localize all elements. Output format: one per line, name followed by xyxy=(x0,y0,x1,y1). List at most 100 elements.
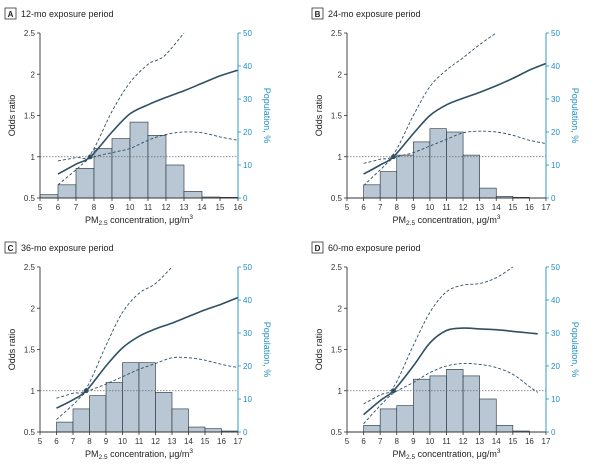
histogram-bar xyxy=(363,425,381,433)
x-tick-label: 11 xyxy=(135,437,144,446)
y-tick-label: 2.5 xyxy=(24,29,36,38)
x-tick-label: 13 xyxy=(475,437,484,446)
x-tick-label: 5 xyxy=(345,203,350,212)
panel-label: A xyxy=(8,10,14,19)
y-tick-label: 2 xyxy=(31,304,36,313)
y-tick-label: 2.5 xyxy=(331,263,343,272)
x-axis-label: PM2.5 concentration, μg/m3 xyxy=(85,214,193,227)
histogram-bar xyxy=(413,378,431,433)
y-right-tick-label: 50 xyxy=(551,29,560,38)
ci-upper-line xyxy=(363,266,514,405)
x-tick-label: 5 xyxy=(38,437,43,446)
x-tick-label: 9 xyxy=(110,203,115,212)
histogram-bar xyxy=(413,141,431,199)
panel-label: C xyxy=(8,244,14,253)
estimate-curve xyxy=(57,69,239,175)
y-tick-label: 1 xyxy=(31,387,36,396)
histogram-bar xyxy=(39,194,59,199)
x-tick-label: 11 xyxy=(144,203,153,212)
y-right-tick-label: 50 xyxy=(243,263,252,272)
panel-label-box xyxy=(4,241,17,254)
x-tick-label: 14 xyxy=(492,437,501,446)
x-axis-label: PM2.5 concentration, μg/m3 xyxy=(393,214,501,227)
y-right-tick-label: 0 xyxy=(551,194,556,203)
panel-label: D xyxy=(315,244,321,253)
x-tick-label: 14 xyxy=(184,437,193,446)
y-right-tick-label: 50 xyxy=(551,263,560,272)
y-tick-label: 1.5 xyxy=(331,112,343,121)
histogram-bar xyxy=(75,168,95,199)
histogram-bar xyxy=(171,408,189,433)
panel-label-box xyxy=(311,241,324,254)
histogram-bar xyxy=(479,187,497,199)
histogram-bar xyxy=(155,392,173,433)
y-axis-label: Odds ratio xyxy=(7,329,17,371)
x-tick-label: 17 xyxy=(542,203,551,212)
y-tick-label: 1.5 xyxy=(331,346,343,355)
x-tick-label: 9 xyxy=(104,437,109,446)
y-right-tick-label: 30 xyxy=(243,329,252,338)
x-tick-label: 5 xyxy=(38,203,43,212)
x-tick-label: 16 xyxy=(217,437,226,446)
histogram-bar xyxy=(57,184,77,199)
y-right-tick-label: 10 xyxy=(243,395,252,404)
y-right-tick-label: 30 xyxy=(551,95,560,104)
y-tick-label: 2.5 xyxy=(24,263,36,272)
y-right-tick-label: 20 xyxy=(551,128,560,137)
x-tick-label: 8 xyxy=(87,437,92,446)
x-tick-label: 15 xyxy=(508,437,517,446)
y-right-tick-label: 30 xyxy=(551,329,560,338)
y-right-tick-label: 20 xyxy=(243,362,252,371)
x-tick-label: 16 xyxy=(234,203,243,212)
y-tick-label: 2 xyxy=(31,70,36,79)
ci-lower-line xyxy=(56,356,239,420)
x-tick-label: 7 xyxy=(378,203,383,212)
x-tick-label: 12 xyxy=(162,203,171,212)
ci-upper-line xyxy=(363,32,497,164)
x-tick-label: 12 xyxy=(151,437,160,446)
ci-lower-line xyxy=(363,130,547,186)
x-tick-label: 15 xyxy=(508,203,517,212)
y-right-tick-label: 40 xyxy=(551,296,560,305)
reference-point xyxy=(391,154,396,160)
histogram-bar xyxy=(446,368,464,433)
y-axis-label: Odds ratio xyxy=(314,329,324,371)
x-tick-label: 11 xyxy=(442,203,451,212)
y-right-tick-label: 20 xyxy=(551,362,560,371)
panel-label-box xyxy=(4,7,17,20)
x-tick-label: 15 xyxy=(216,203,225,212)
reference-point xyxy=(391,388,396,394)
y-tick-label: 1.5 xyxy=(24,112,36,121)
x-tick-label: 6 xyxy=(54,437,59,446)
y-tick-label: 0.5 xyxy=(24,428,36,437)
x-tick-label: 13 xyxy=(168,437,177,446)
histogram-bar xyxy=(129,121,149,199)
histogram-bar xyxy=(396,405,414,433)
histogram-bar xyxy=(147,135,167,199)
x-tick-label: 16 xyxy=(525,203,534,212)
x-tick-label: 8 xyxy=(395,203,400,212)
y-tick-label: 0.5 xyxy=(24,194,36,203)
histogram-bar xyxy=(495,425,514,433)
histogram-bar xyxy=(105,382,123,433)
ci-lower-line xyxy=(57,131,239,186)
histogram-bar xyxy=(56,421,74,433)
y-axis-label: Odds ratio xyxy=(7,95,17,137)
panel-label-box xyxy=(311,7,324,20)
x-tick-label: 7 xyxy=(378,437,383,446)
histogram-bar xyxy=(138,362,156,433)
x-tick-label: 7 xyxy=(71,437,76,446)
histogram-bar xyxy=(204,428,222,433)
histogram-bar xyxy=(379,408,398,433)
histogram-bar xyxy=(379,171,398,199)
y-right-tick-label: 40 xyxy=(243,296,252,305)
histogram-bar xyxy=(363,184,381,199)
x-tick-label: 5 xyxy=(345,437,350,446)
y-right-tick-label: 20 xyxy=(243,128,252,137)
x-tick-label: 15 xyxy=(201,437,210,446)
histogram-bar xyxy=(188,426,206,433)
